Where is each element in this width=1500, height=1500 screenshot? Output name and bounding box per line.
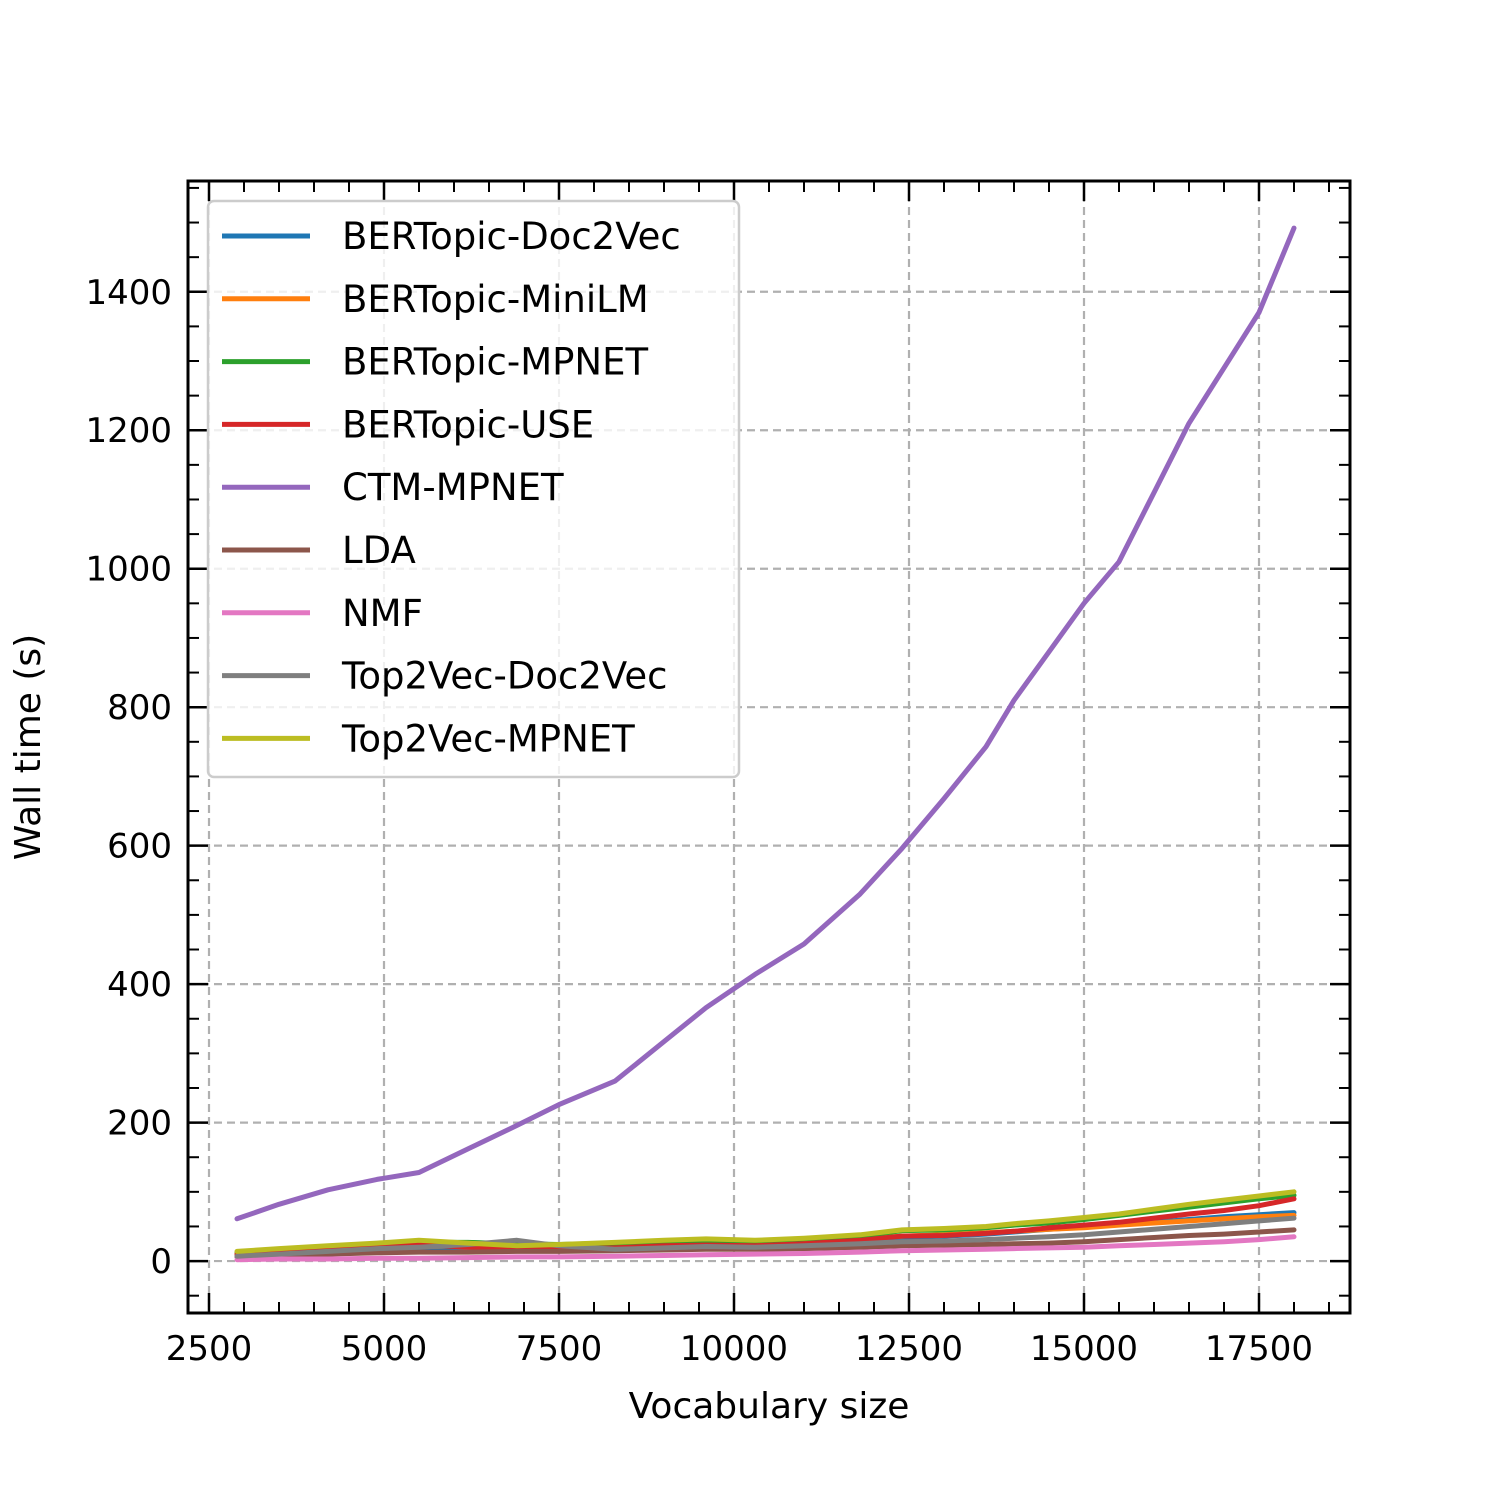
y-tick-label: 1400 — [85, 273, 172, 313]
y-tick-label: 0 — [150, 1242, 172, 1282]
y-tick-label: 800 — [107, 688, 172, 728]
x-tick-label: 12500 — [855, 1329, 963, 1369]
y-tick-label: 600 — [107, 827, 172, 867]
series-line-lda — [234, 1227, 1297, 1260]
tick-labels: 2500 5000 7500 10000 12500 15000 17500 0 200 400 6… — [85, 273, 1313, 1369]
x-axis-title: Vocabulary size — [629, 1386, 910, 1427]
legend: BERTopic-Doc2Vec BERTopic-MiniLM BERTopic-… — [206, 199, 741, 779]
series-line-nmf — [234, 1234, 1297, 1263]
legend-label: CTM-MPNET — [342, 466, 564, 509]
legend-label: Top2Vec-Doc2Vec — [341, 655, 667, 698]
y-axis-title: Wall time (s) — [8, 634, 49, 860]
y-tick-label: 1000 — [85, 550, 172, 590]
x-tick-label: 15000 — [1030, 1329, 1138, 1369]
series-line-top2vec-doc2vec — [234, 1215, 1297, 1259]
series-line-top2vec-mpnet — [234, 1189, 1297, 1254]
legend-label: BERTopic-MPNET — [342, 341, 648, 384]
legend-label: LDA — [342, 529, 416, 572]
y-tick-label: 1200 — [85, 411, 172, 451]
plot-frame — [186, 179, 1352, 1315]
x-tick-label: 17500 — [1205, 1329, 1313, 1369]
y-tick-label: 400 — [107, 965, 172, 1005]
legend-label: BERTopic-Doc2Vec — [342, 215, 681, 258]
axis-ticks — [188, 181, 1350, 1313]
legend-label: NMF — [342, 592, 423, 635]
y-tick-label: 200 — [107, 1104, 172, 1144]
x-tick-label: 7500 — [516, 1329, 603, 1369]
legend-label: Top2Vec-MPNET — [341, 717, 635, 760]
x-tick-label: 2500 — [166, 1329, 253, 1369]
legend-label: BERTopic-USE — [342, 403, 594, 446]
series-lines — [234, 225, 1297, 1263]
series-line-ctm-mpnet — [234, 225, 1297, 1222]
legend-box — [206, 199, 741, 779]
legend-label: BERTopic-MiniLM — [342, 278, 649, 321]
x-tick-label: 5000 — [341, 1329, 428, 1369]
x-tick-label: 10000 — [680, 1329, 788, 1369]
